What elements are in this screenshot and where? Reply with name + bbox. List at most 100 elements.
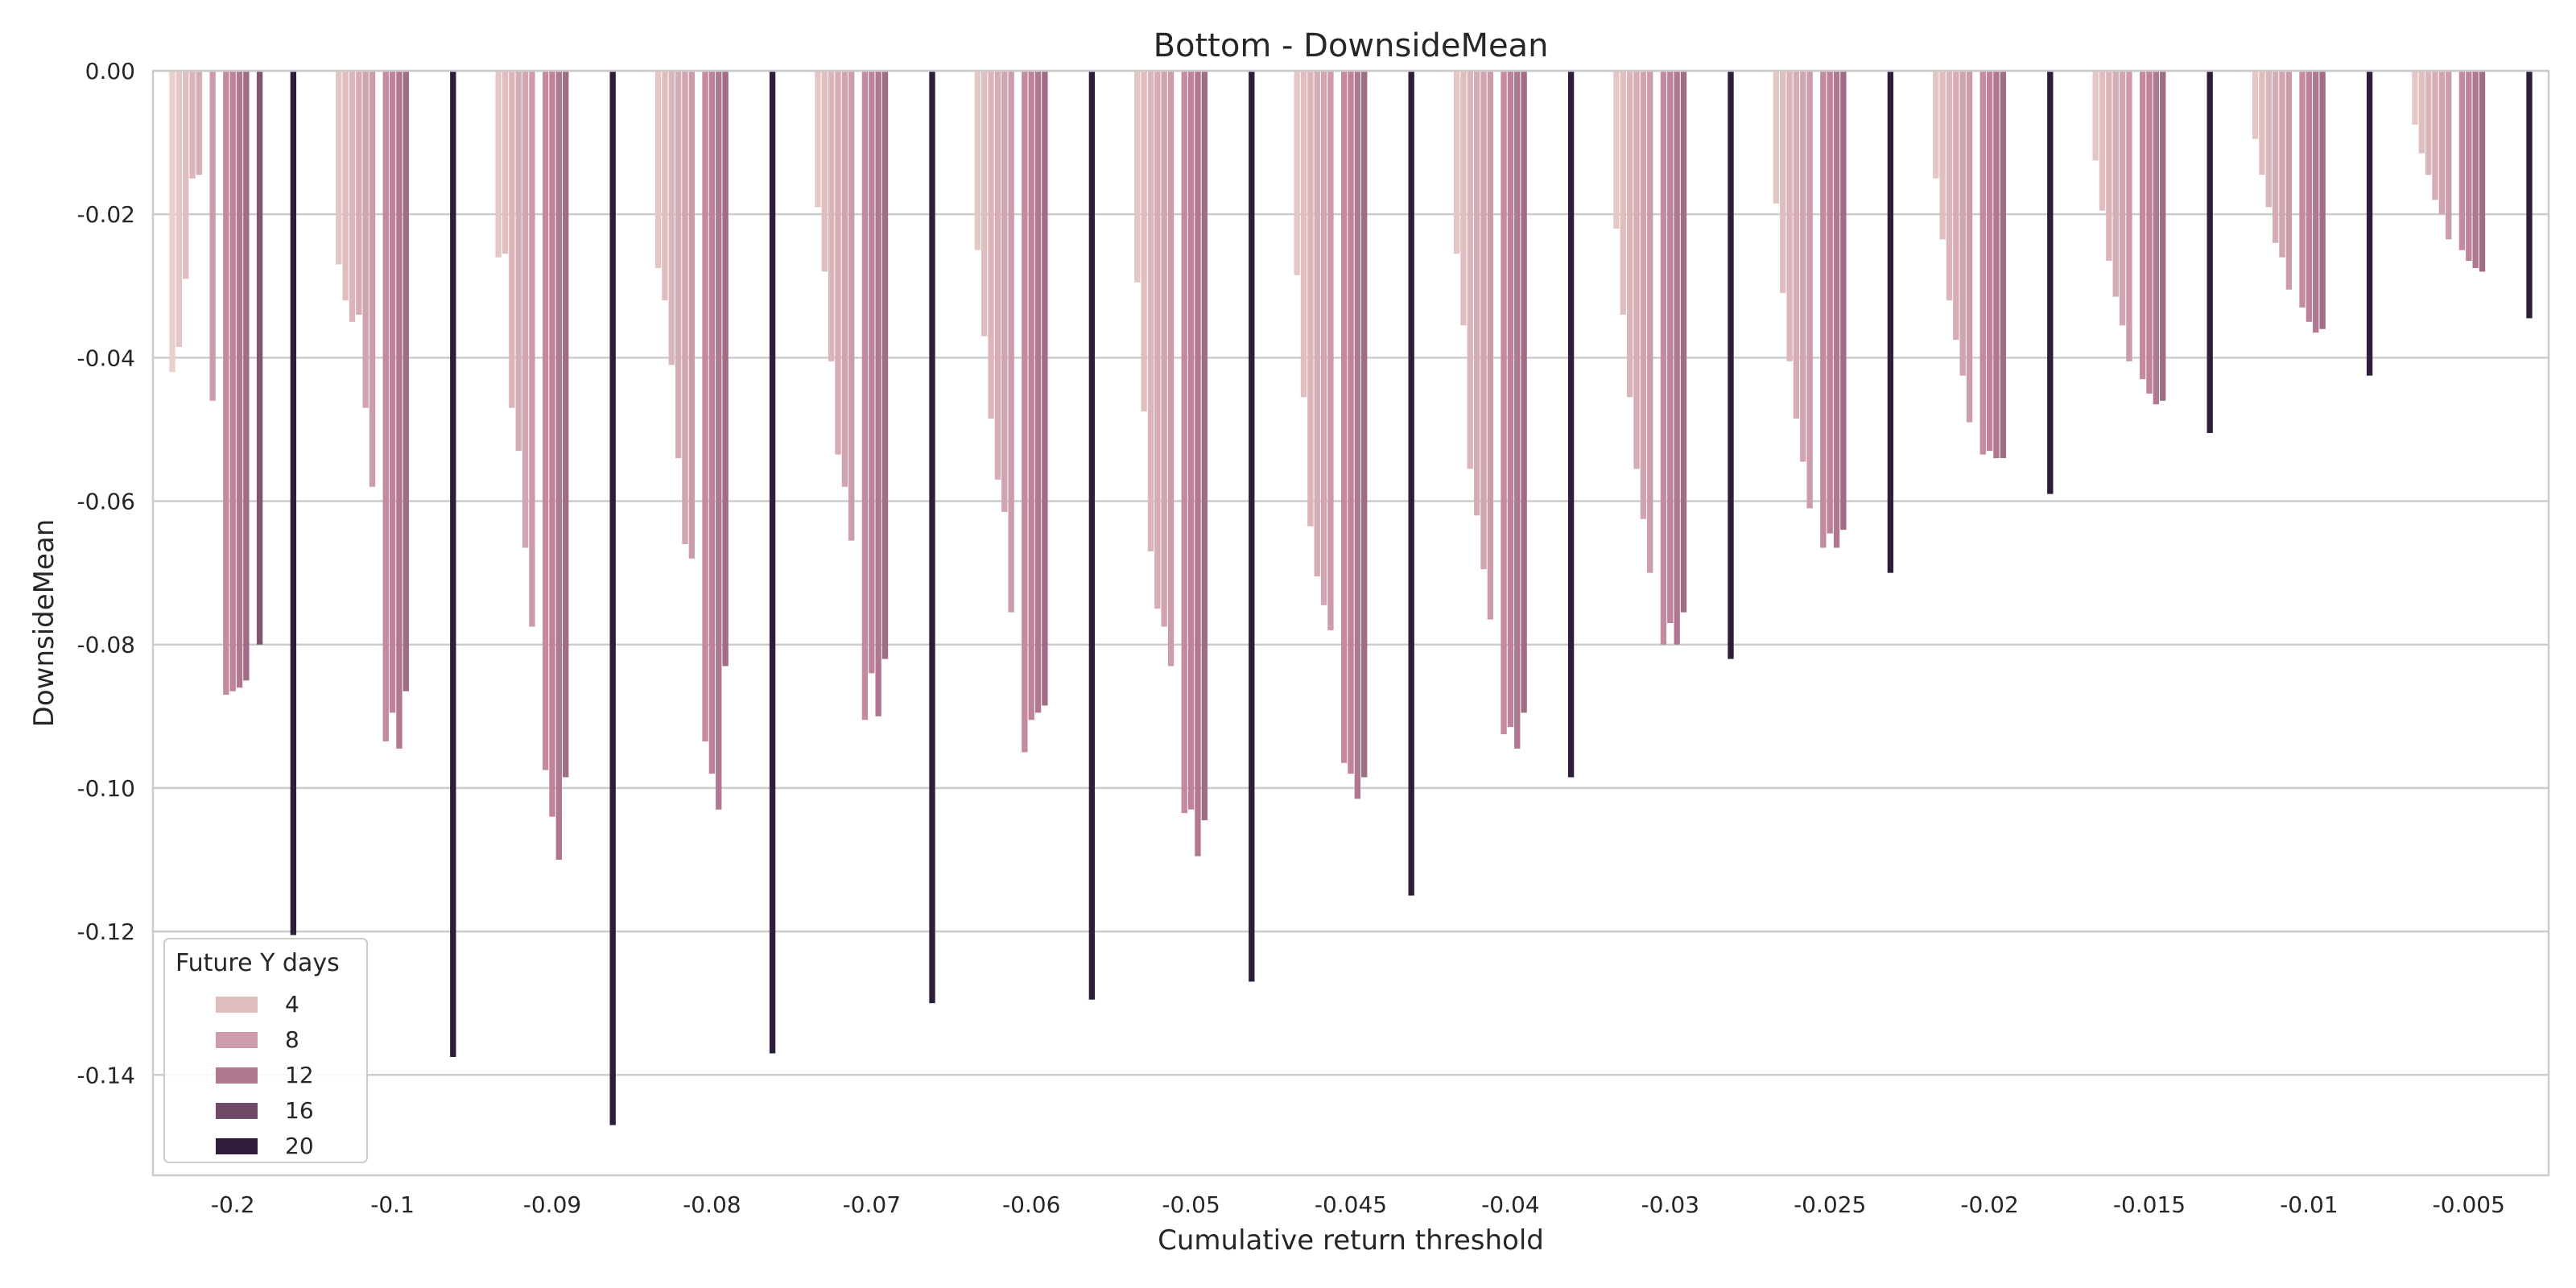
bar [1840,71,1847,530]
legend-title: Future Y days [175,949,340,977]
bar [1034,71,1042,713]
legend-label: 8 [285,1026,299,1053]
legend-entry: 8 [216,1026,299,1053]
bar [542,71,549,770]
bar [1487,71,1494,620]
bar [1314,71,1320,577]
legend-label: 12 [285,1062,314,1088]
bar [1773,71,1780,204]
bar [389,71,396,713]
bar [1134,71,1141,283]
bar [1833,71,1840,548]
bar [815,71,821,208]
bar [2000,71,2006,459]
legend-swatch [216,1067,258,1084]
legend-box [163,938,368,1163]
bar [2438,71,2446,215]
bar [1887,71,1894,573]
bar [1521,71,1527,713]
y-tick-label: -0.14 [77,1062,135,1088]
bar [2299,71,2306,308]
x-tick-label: -0.005 [2433,1191,2505,1218]
bar [1979,71,1986,455]
x-tick-label: -0.04 [1481,1191,1539,1218]
bar [175,71,183,347]
bar [722,71,729,667]
bar [1460,71,1467,326]
bar [881,71,889,659]
bar [229,71,236,691]
bar [522,71,529,548]
bar [821,71,828,272]
bar [549,71,555,817]
bar [1201,71,1208,820]
bar [1327,71,1334,630]
bar [668,71,675,365]
bar [1667,71,1674,623]
bar [1660,71,1667,645]
bar [1674,71,1680,645]
bar [2099,71,2106,211]
bar [869,71,875,674]
bar [1507,71,1514,728]
bar [1167,71,1174,667]
bar [2272,71,2279,243]
legend-swatch [216,1103,258,1119]
bar [929,71,935,1004]
bar [2432,71,2438,200]
legend-swatch [216,997,258,1013]
bar [2047,71,2054,494]
bar [502,71,509,254]
bar [2279,71,2285,258]
legend: Future Y days 4 8 12 16 20 [163,938,368,1163]
legend-entry: 20 [216,1133,314,1159]
bar [382,71,389,741]
plot-frame [151,69,2550,1177]
bar [2366,71,2373,376]
bar [2119,71,2126,326]
bar [2092,71,2099,161]
bar [529,71,535,627]
bar [841,71,848,487]
bar [1147,71,1154,551]
x-tick-label: -0.02 [1960,1191,2018,1218]
bar [981,71,988,336]
bar [2126,71,2132,361]
bar [1294,71,1300,275]
bar [1939,71,1946,240]
x-tick-label: -0.1 [370,1191,415,1218]
chart-title: Bottom - DownsideMean [1154,27,1549,64]
bar [1195,71,1201,857]
bar [1806,71,1813,509]
bar [1633,71,1640,469]
bar [988,71,994,419]
bar [1966,71,1973,423]
bar [2446,71,2452,240]
bar [2425,71,2432,175]
bar [2458,71,2466,250]
bars [169,71,2533,1125]
bar [708,71,716,774]
bar [1361,71,1368,778]
bar [1647,71,1653,573]
y-tick-label: -0.02 [77,201,135,228]
y-tick-label: -0.12 [77,919,135,945]
bar [2106,71,2112,262]
bar [223,71,229,696]
bar [1088,71,1096,1000]
bar [1249,71,1255,982]
bar [1613,71,1620,229]
bar [509,71,515,408]
bar [1793,71,1800,419]
bar [688,71,696,559]
bar [196,71,203,175]
bar [828,71,835,361]
legend-label: 4 [285,991,299,1018]
bar [2412,71,2418,125]
bar [243,71,250,681]
bar [515,71,522,452]
bar [2112,71,2119,297]
bar [1042,71,1048,706]
legend-entry: 4 [216,991,299,1018]
